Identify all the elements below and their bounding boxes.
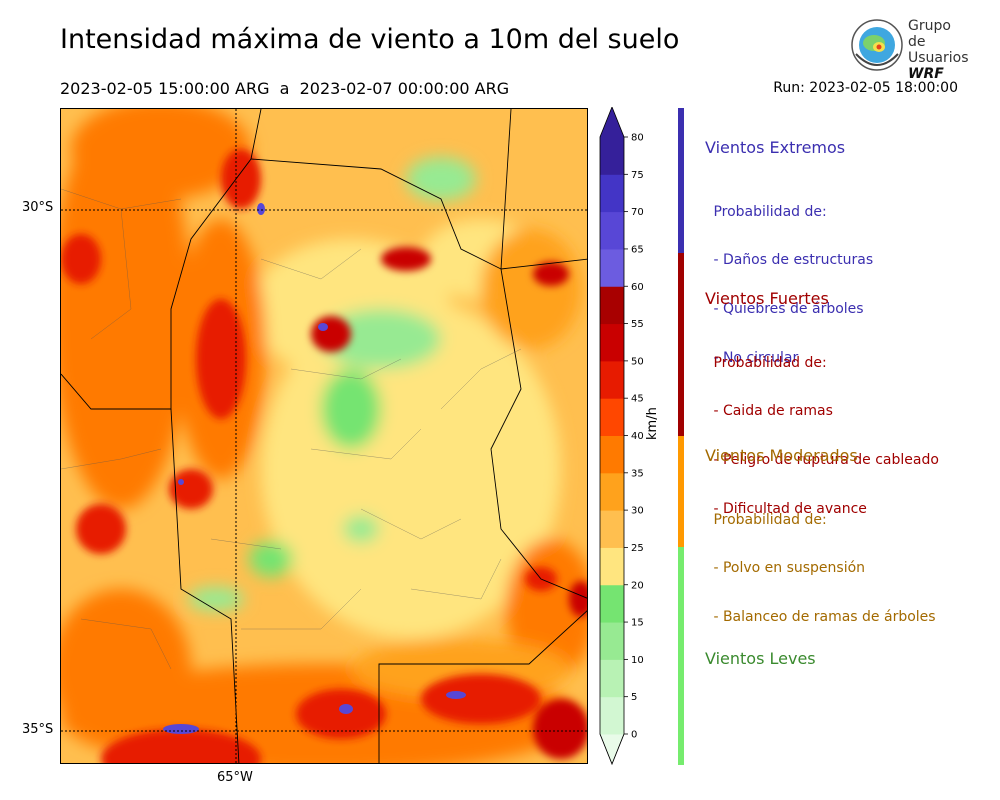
- colorbar-bin: [600, 286, 624, 325]
- legend-line: - Daños de estructuras: [709, 252, 874, 269]
- colorbar-bin: [600, 696, 624, 735]
- colorbar-bin: [600, 584, 624, 623]
- colorbar-bin: [600, 211, 624, 250]
- colorbar-bin: [600, 472, 624, 511]
- logo-line-1: Grupo de: [908, 18, 951, 50]
- colorbar-bin: [600, 510, 624, 548]
- colorbar-tick-label: 25: [631, 543, 644, 554]
- legend-heading-extreme: Vientos Extremos: [705, 138, 846, 157]
- colorbar-tick-label: 10: [631, 655, 644, 666]
- legend-heading-moderate: Vientos Moderados: [705, 446, 858, 465]
- legend-heading-light: Vientos Leves: [705, 649, 816, 668]
- colorbar-bin: [600, 659, 624, 698]
- legend-line: - Dificultad de avance: [709, 501, 867, 518]
- colorbar: 0 5 10 15 20 25 30 35 40 45 50 55 60 65 70 75 80: [599, 107, 644, 766]
- colorbar-bin: [600, 174, 624, 213]
- legend-bar-moderate: [678, 436, 684, 547]
- colorbar-extend-high: [600, 107, 624, 137]
- legend-heading-strong: Vientos Fuertes: [705, 289, 829, 308]
- colorbar-tick-label: 20: [631, 580, 644, 591]
- logo-line-2: Usuarios: [908, 50, 969, 66]
- legend-line: - Quiebres de árboles: [709, 301, 864, 318]
- colorbar-tick-label: 0: [631, 730, 637, 741]
- colorbar-bin: [600, 248, 624, 287]
- legend-bar-light: [678, 547, 684, 765]
- lon-label-65w: 65°W: [217, 770, 253, 785]
- legend-line: Probabilidad de:: [709, 511, 827, 528]
- legend-lines-moderate: Probabilidad de: - Polvo en suspensión -…: [709, 479, 936, 642]
- colorbar-tick-label: 50: [631, 356, 644, 367]
- colorbar-tick-label: 15: [631, 618, 644, 629]
- colorbar-tick-label: 80: [631, 133, 644, 144]
- colorbar-bin: [600, 398, 624, 436]
- colorbar-tick-label: 30: [631, 506, 644, 517]
- colorbar-bin: [600, 360, 624, 399]
- legend-line: Probabilidad de:: [709, 203, 827, 220]
- legend-line: - Balanceo de ramas de árboles: [709, 609, 936, 626]
- legend-line: - Peligro de ruptura de cableado: [709, 452, 939, 469]
- colorbar-tick-label: 45: [631, 394, 644, 405]
- logo-line-3: WRF: [908, 66, 944, 82]
- legend-line: - Polvo en suspensión: [709, 560, 866, 577]
- lat-label-30s: 30°S: [22, 200, 54, 215]
- colorbar-bin: [600, 323, 624, 362]
- colorbar-extend-low: [599, 733, 625, 765]
- colorbar-tick-label: 70: [631, 207, 644, 218]
- colorbar-bin: [600, 435, 624, 474]
- valid-period: 2023-02-05 15:00:00 ARG a 2023-02-07 00:…: [60, 79, 510, 98]
- colorbar-tick-label: 5: [631, 692, 637, 703]
- colorbar-bin: [600, 622, 624, 660]
- wind-speed-field: [61, 109, 587, 763]
- map-title: Intensidad máxima de viento a 10m del su…: [60, 24, 680, 55]
- legend-lines-extreme: Probabilidad de: - Daños de estructuras …: [709, 171, 873, 383]
- colorbar-bin: [600, 547, 624, 586]
- legend-bar-strong: [678, 253, 684, 436]
- colorbar-tick-label: 65: [631, 244, 644, 255]
- legend-line: - No circular: [709, 350, 799, 367]
- legend-lines-strong: Probabilidad de: - Caida de ramas - Peli…: [709, 322, 939, 534]
- colorbar-tick-label: 75: [631, 170, 644, 181]
- run-time: Run: 2023-02-05 18:00:00: [773, 80, 958, 96]
- colorbar-tick-label: 60: [631, 282, 644, 293]
- colorbar-tick-label: 40: [631, 431, 644, 442]
- colorbar-bin: [600, 137, 624, 175]
- lat-label-35s: 35°S: [22, 722, 54, 737]
- colorbar-tick-label: 55: [631, 319, 644, 330]
- colorbar-unit: km/h: [645, 407, 660, 440]
- legend-line: - Caida de ramas: [709, 403, 833, 420]
- legend-line: Probabilidad de:: [709, 354, 827, 371]
- wrf-logo: Grupo de Usuarios WRF: [850, 18, 970, 82]
- legend-bar-extreme: [678, 108, 684, 253]
- wind-speed-map: [60, 108, 588, 764]
- colorbar-tick-label: 35: [631, 468, 644, 479]
- globe-seal-icon: [851, 19, 903, 71]
